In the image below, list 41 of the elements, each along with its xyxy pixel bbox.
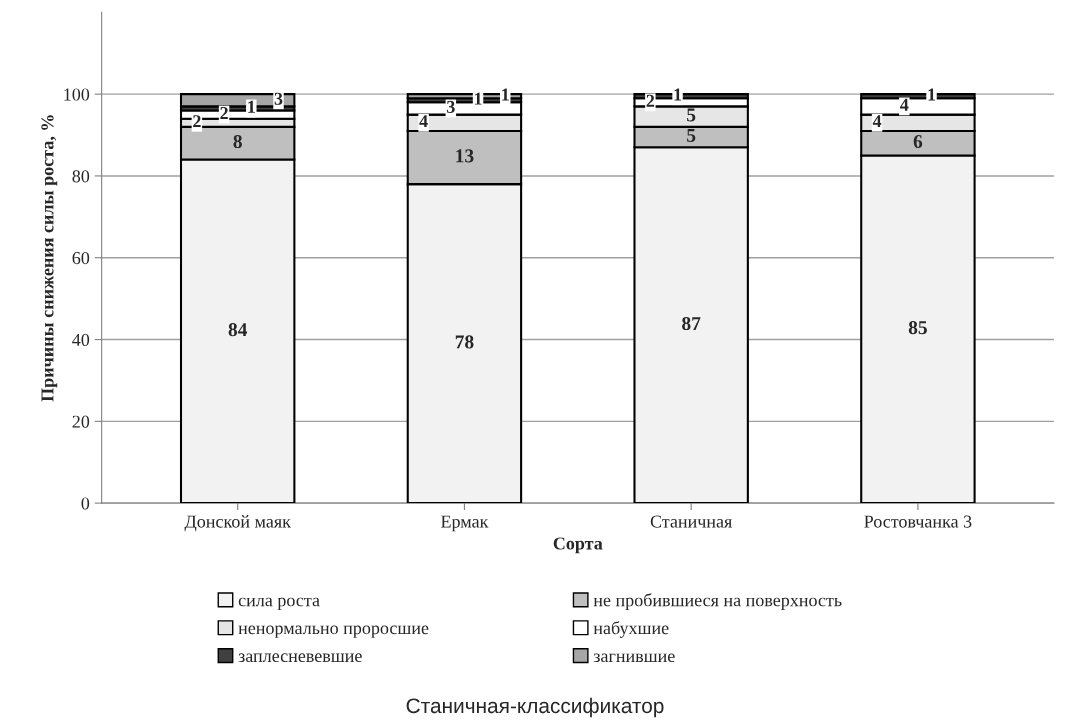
x-tick-label: Станичная	[650, 515, 732, 528]
data-label: 5	[687, 108, 696, 122]
legend-label: заплесневевшие	[238, 653, 362, 663]
data-label: 13	[456, 149, 474, 163]
text: Станичная-классификатор	[406, 697, 664, 718]
data-label: 1	[674, 88, 682, 101]
y-tick-label: 0	[81, 497, 90, 510]
data-label: 6	[913, 135, 923, 149]
data-label: 1	[474, 92, 482, 105]
x-tick-label: Донской маяк	[184, 515, 291, 532]
data-label: 5	[687, 129, 696, 142]
data-label: 1	[248, 100, 255, 113]
legend-label: загнившие	[593, 653, 675, 663]
data-label: 4	[419, 115, 428, 128]
data-label: 78	[455, 335, 474, 349]
data-label: 84	[228, 323, 248, 337]
y-tick-label: 60	[72, 251, 90, 265]
data-label: 3	[274, 92, 283, 105]
y-tick-label: 20	[72, 415, 90, 428]
y-tick-label: 100	[64, 88, 90, 101]
legend-label: не пробившиеся на поверхность	[593, 593, 842, 611]
data-label: 3	[446, 100, 455, 113]
data-label: 2	[220, 106, 228, 119]
data-label: 85	[908, 321, 927, 335]
data-label: 87	[682, 316, 701, 331]
data-label: 1	[928, 88, 936, 101]
legend-label: сила роста	[238, 597, 320, 611]
x-tick-label: Ермак	[441, 515, 489, 532]
data-label: 4	[900, 98, 909, 111]
x-tick-label: Ростовчанка 3	[864, 515, 972, 528]
data-label: 4	[872, 115, 882, 128]
y-axis-title: Причины снижения силы роста, %	[41, 115, 58, 402]
y-tick-label: 40	[72, 333, 90, 346]
y-tick-label: 80	[72, 170, 90, 183]
data-label: 1	[502, 88, 509, 101]
data-label: 2	[646, 94, 655, 107]
data-label: 8	[233, 134, 242, 149]
data-label: 2	[193, 115, 201, 128]
legend-label: ненормально проросшие	[238, 625, 429, 638]
legend-label: набухшие	[593, 621, 669, 638]
x-axis-title: Сорта	[553, 537, 603, 554]
